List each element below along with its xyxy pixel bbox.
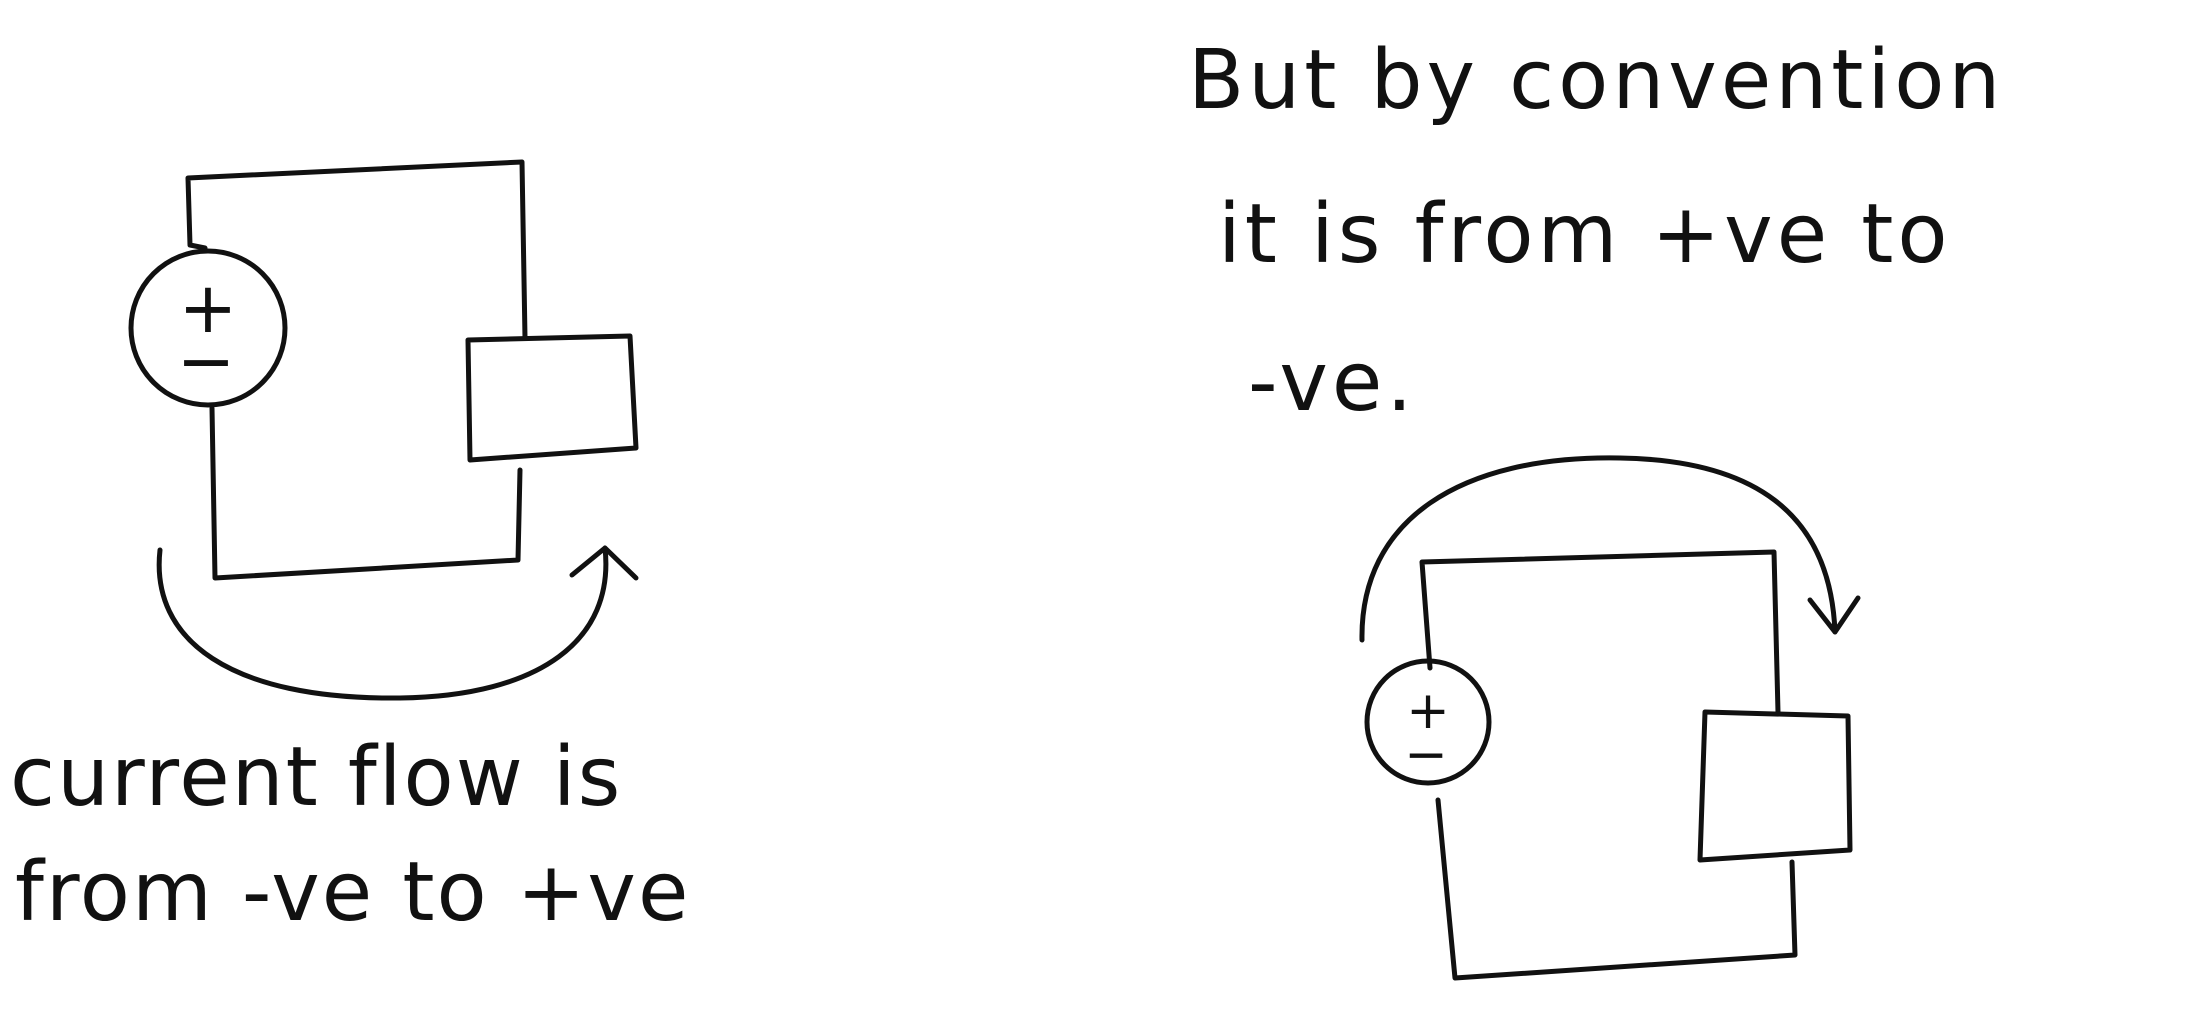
left-load-resistor xyxy=(465,333,639,463)
right-source-plus: + xyxy=(1406,681,1450,741)
right-load-resistor xyxy=(1697,709,1853,863)
left-source-plus: + xyxy=(179,267,238,349)
left-source-minus: − xyxy=(177,320,236,402)
right-note: But by convention it is from +ve to -ve. xyxy=(1188,33,2004,430)
right-note-line-1: But by convention xyxy=(1188,33,2004,128)
left-voltage-source xyxy=(128,248,288,408)
right-current-arrow xyxy=(1359,455,1861,643)
right-note-line-2: it is from +ve to xyxy=(1218,187,1952,282)
left-circuit-wire xyxy=(185,159,528,581)
left-current-arrow xyxy=(156,545,639,701)
left-circuit: + − xyxy=(128,159,639,701)
right-source-minus: − xyxy=(1404,725,1448,785)
left-note-line-2: from -ve to +ve xyxy=(15,845,690,940)
right-voltage-source xyxy=(1364,658,1492,786)
right-circuit-wire xyxy=(1419,549,1798,981)
right-circuit: + − xyxy=(1359,455,1861,981)
left-note: current flow is from -ve to +ve xyxy=(10,730,690,940)
right-note-line-3: -ve. xyxy=(1248,335,1416,430)
left-note-line-1: current flow is xyxy=(10,730,622,825)
